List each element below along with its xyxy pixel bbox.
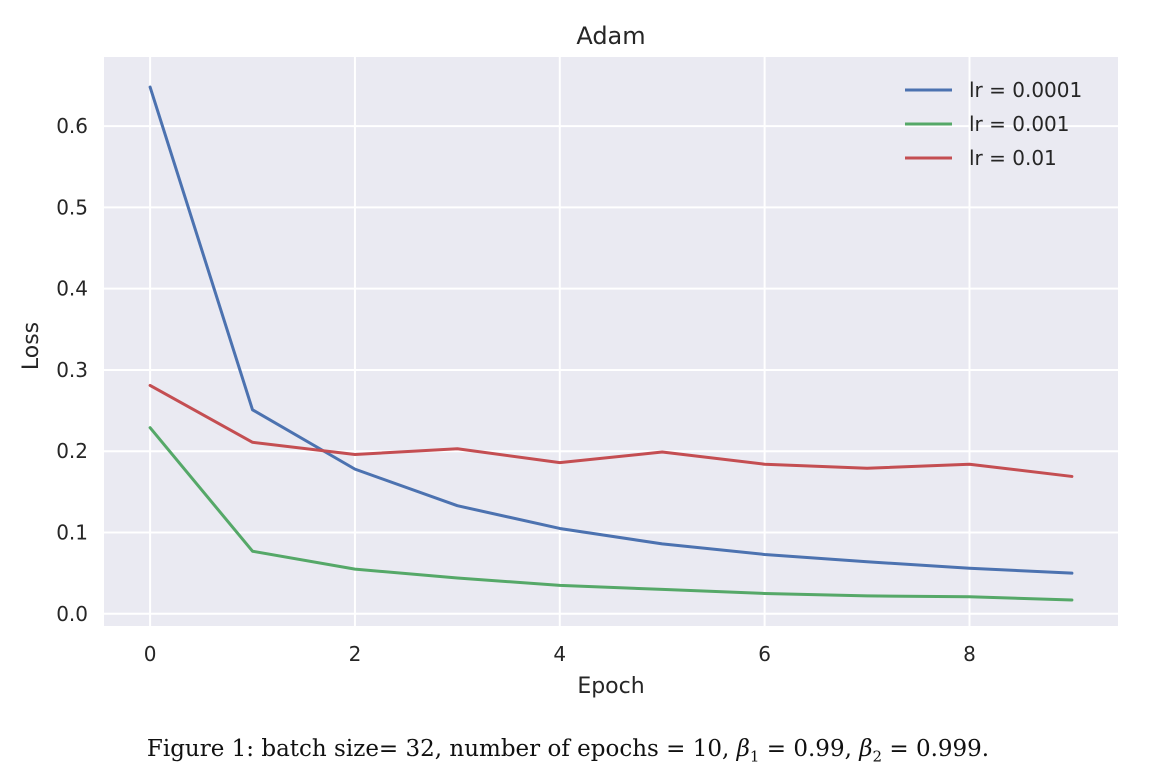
y-tick-label: 0.3 (56, 358, 88, 382)
beta1-sub: 1 (749, 747, 760, 766)
caption-prefix: Figure 1: (146, 736, 255, 762)
y-tick-label: 0.5 (56, 195, 88, 219)
plot-area (104, 57, 1118, 626)
beta1-symbol: β (736, 736, 750, 762)
y-tick-label: 0.2 (56, 439, 88, 463)
x-tick-label: 6 (758, 642, 771, 666)
series-lines (148, 85, 1074, 602)
x-tick-label: 0 (144, 642, 157, 666)
x-axis-label: Epoch (577, 674, 644, 699)
x-tick-label: 2 (349, 642, 362, 666)
beta2-value: = 0.999. (882, 736, 990, 762)
y-tick-label: 0.4 (56, 277, 88, 301)
beta1-value: = 0.99, (759, 736, 852, 762)
series-line-3 (148, 383, 1074, 478)
chart-title: Adam (576, 22, 645, 50)
series-line-2 (148, 426, 1074, 602)
x-tick-label: 8 (963, 642, 976, 666)
y-axis-label: Loss (19, 322, 44, 370)
legend-label: lr = 0.001 (969, 112, 1070, 136)
y-tick-label: 0.1 (56, 521, 88, 545)
series-line-1 (148, 85, 1074, 575)
legend-label: lr = 0.01 (969, 146, 1057, 170)
grid (104, 57, 1118, 626)
caption-text: batch size= 32, number of epochs = 10, (261, 736, 730, 762)
loss-chart: 0 2 4 6 8 0.0 0.1 0.2 0.3 0.4 0.5 0.6 Adam Epoch Lo… (19, 22, 1118, 699)
tick-labels: 0 2 4 6 8 0.0 0.1 0.2 0.3 0.4 0.5 0.6 (56, 114, 976, 666)
legend: lr = 0.0001 lr = 0.001 lr = 0.01 (905, 78, 1082, 170)
y-tick-label: 0.0 (56, 602, 88, 626)
beta2-symbol: β (859, 736, 873, 762)
x-tick-label: 4 (553, 642, 566, 666)
figure-caption: Figure 1: batch size= 32, number of epoc… (0, 736, 1136, 766)
legend-label: lr = 0.0001 (969, 78, 1082, 102)
y-tick-label: 0.6 (56, 114, 88, 138)
beta2-sub: 2 (872, 747, 883, 766)
